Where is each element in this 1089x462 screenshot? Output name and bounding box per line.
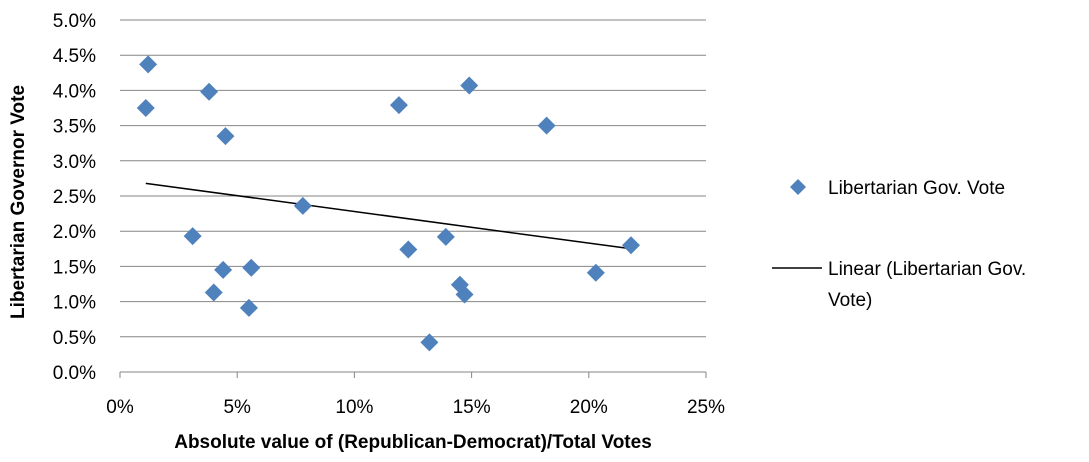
y-tick-label: 1.0%	[53, 293, 96, 314]
data-point	[239, 298, 258, 317]
x-tick-label: 15%	[453, 397, 491, 418]
y-tick-label: 5.0%	[53, 11, 96, 32]
data-point	[436, 227, 455, 246]
data-points	[136, 55, 640, 352]
gridlines	[120, 19, 706, 338]
x-tick-label: 10%	[335, 397, 373, 418]
data-point	[621, 236, 640, 255]
legend-label-trendline: Linear (Libertarian Gov. Vote)	[828, 259, 1031, 311]
y-tick-label: 1.5%	[53, 257, 96, 278]
y-axis-title: Libertarian Governor Vote	[8, 85, 29, 319]
trendline-group	[145, 182, 632, 250]
linear-trendline	[145, 182, 632, 250]
y-tick-label: 2.0%	[53, 222, 96, 243]
y-tick-label: 0.5%	[53, 328, 96, 349]
data-point	[200, 82, 219, 101]
x-axis-ticks: 0% 5% 10% 15% 20% 25%	[106, 372, 725, 418]
y-tick-label: 3.5%	[53, 117, 96, 138]
x-axis-title: Absolute value of (Republican-Democrat)/…	[174, 432, 652, 453]
x-tick-label: 25%	[687, 397, 725, 418]
data-point	[586, 263, 605, 282]
data-point	[183, 227, 202, 246]
data-point	[204, 283, 223, 302]
y-tick-label: 4.5%	[53, 46, 96, 67]
x-tick-label: 5%	[223, 397, 251, 418]
data-point	[399, 240, 418, 259]
data-point	[242, 258, 261, 277]
y-tick-label: 2.5%	[53, 187, 96, 208]
data-point	[420, 333, 439, 352]
data-point	[460, 76, 479, 95]
data-point	[139, 55, 158, 74]
data-point	[455, 285, 474, 304]
x-tick-label: 0%	[106, 397, 134, 418]
y-tick-label: 4.0%	[53, 81, 96, 102]
y-tick-label: 0.0%	[53, 363, 96, 384]
data-point	[537, 116, 556, 135]
y-tick-label: 3.0%	[53, 152, 96, 173]
legend-marker-diamond	[790, 179, 806, 195]
data-point	[136, 99, 155, 117]
data-point	[293, 196, 312, 215]
legend-trendline-line1: Linear (Libertarian Gov.	[828, 259, 1026, 280]
data-point	[214, 260, 233, 279]
data-point	[216, 127, 235, 146]
legend: Libertarian Gov. Vote Linear (Libertaria…	[772, 178, 1031, 311]
data-point	[389, 96, 408, 115]
legend-trendline-line2: Vote)	[828, 290, 872, 311]
y-axis-ticks: 0.0% 0.5% 1.0% 1.5% 2.0% 2.5% 3.0% 3.5% 4.0% 4.5%…	[53, 11, 96, 384]
legend-label-series: Libertarian Gov. Vote	[828, 178, 1005, 199]
x-tick-label: 20%	[570, 397, 608, 418]
